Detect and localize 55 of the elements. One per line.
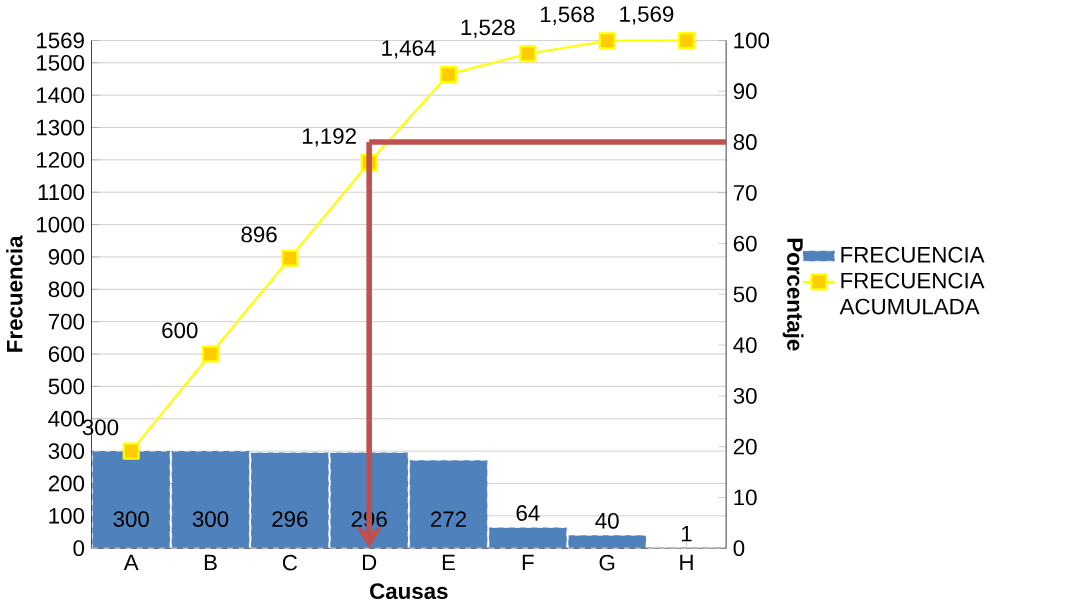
y2-tick-label: 30 [733,387,757,404]
y-tick-label: 1569 [37,32,84,49]
data-label: 300 [113,511,149,527]
y-tick-label: 300 [48,443,85,459]
y-tick-label: 0 [73,540,85,556]
y2-tick-label: 50 [733,286,757,303]
data-label: 272 [431,511,466,527]
y-tick-label: 1200 [37,151,85,168]
x-tick-label: G [599,554,615,571]
legend-label: FRECUENCIA [841,246,985,263]
y2-tick-label: 40 [733,337,757,353]
x-axis-title: Causas [370,583,448,599]
y2-tick-label: 60 [733,235,757,252]
y-tick-label: 1400 [37,87,85,103]
data-label: 600 [162,322,198,339]
y2-tick-label: 100 [734,32,770,49]
data-label: 64 [516,504,540,521]
x-tick-label: C [282,554,298,571]
data-label: 1,464 [382,40,436,59]
y2-axis-title: Porcentaje [782,238,804,351]
y-tick-label: 1100 [38,184,85,200]
y-tick-label: 1000 [37,216,85,233]
data-label: 300 [192,511,229,527]
data-label: 1 [681,525,692,542]
y-axis-title: Frecuencia [6,235,23,352]
y-tick-label: 1300 [37,119,85,136]
data-label: 1,569 [620,6,674,25]
y2-tick-label: 90 [733,83,757,99]
data-label: 1,568 [540,6,595,25]
y2-tick-label: 70 [733,184,757,201]
y-tick-label: 1500 [37,54,85,71]
x-tick-label: F [522,554,534,570]
data-label: 1,192 [302,128,356,147]
x-tick-label: A [123,554,139,570]
y-tick-label: 800 [48,281,85,298]
x-tick-label: H [680,554,693,570]
y-tick-label: 400 [48,410,85,427]
x-tick-label: E [442,554,455,570]
data-label: 296 [272,511,308,527]
x-tick-label: D [362,554,377,570]
data-label: 1,528 [461,19,515,38]
y2-tick-label: 80 [733,133,757,150]
data-label: 40 [595,512,619,529]
y-tick-label: 700 [48,313,85,330]
y-tick-label: 600 [48,346,85,362]
y2-tick-label: 10 [734,489,757,506]
y-tick-label: 200 [48,475,85,492]
y2-tick-label: 0 [733,540,745,556]
y2-tick-label: 20 [733,438,757,455]
legend-label: FRECUENCIA ACUMULADA [839,272,985,315]
x-tick-label: B [204,554,217,570]
y-tick-label: 500 [48,378,85,395]
y-tick-label: 100 [49,507,85,524]
y-tick-label: 900 [48,248,85,265]
data-label: 896 [241,226,277,243]
